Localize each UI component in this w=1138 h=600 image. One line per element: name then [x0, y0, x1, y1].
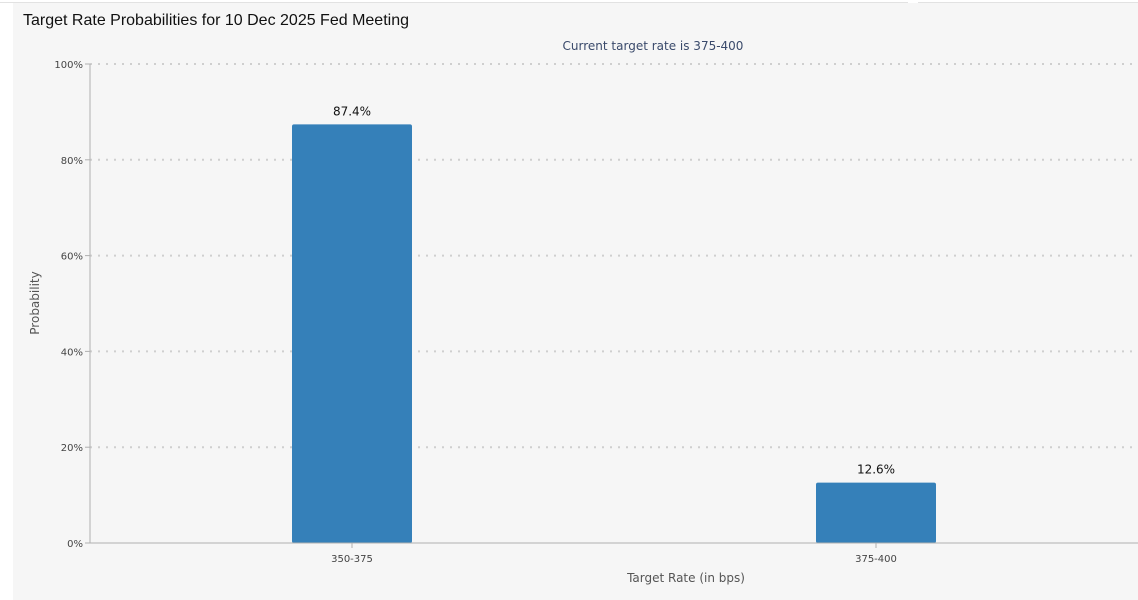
x-axis: 350-375 375-400 [90, 542, 1138, 565]
y-tick-label: 0% [67, 539, 83, 550]
top-tab-strip-right [918, 0, 1138, 3]
top-tab-strip-left [0, 0, 908, 3]
top-strip [0, 0, 1138, 3]
chart-panel: Target Rate Probabilities for 10 Dec 202… [13, 3, 1138, 600]
chart-subtitle: Current target rate is 375-400 [563, 39, 744, 53]
bars-layer: 87.4% 12.6% [292, 104, 936, 543]
bar-350-375[interactable] [292, 124, 412, 543]
y-axis-label: Probability [28, 271, 42, 334]
y-tick-label: 20% [61, 443, 83, 454]
x-axis-label: Target Rate (in bps) [626, 571, 745, 585]
bar-375-400[interactable] [816, 482, 936, 543]
x-tick-label: 375-400 [855, 554, 897, 565]
grid-layer [90, 63, 1138, 449]
y-tick-label: 100% [54, 60, 83, 71]
y-axis: 0% 20% 40% 60% 80% 100% [54, 60, 91, 550]
x-tick-label: 350-375 [331, 554, 373, 565]
data-label: 87.4% [333, 104, 371, 118]
data-label: 12.6% [857, 463, 895, 477]
y-tick-label: 60% [61, 252, 83, 263]
y-tick-label: 40% [61, 347, 83, 358]
y-tick-label: 80% [61, 156, 83, 167]
page-title: Target Rate Probabilities for 10 Dec 202… [23, 12, 409, 29]
